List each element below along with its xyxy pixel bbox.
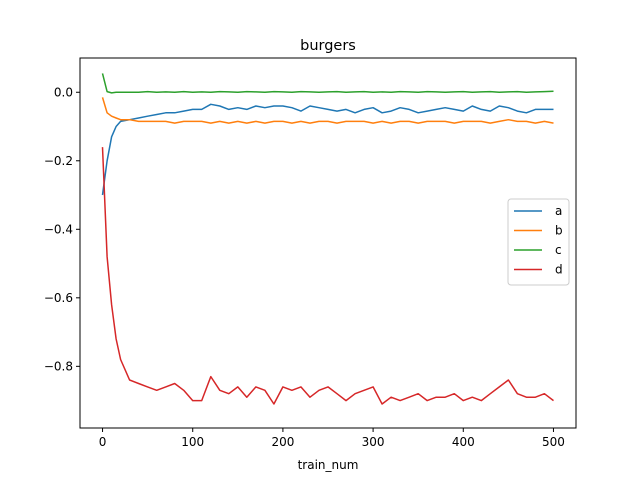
legend-label-b: b <box>555 224 563 238</box>
legend-label-c: c <box>555 243 562 257</box>
y-tick-label: −0.4 <box>44 222 73 236</box>
x-tick-label: 400 <box>452 435 475 449</box>
x-tick-label: 100 <box>181 435 204 449</box>
x-axis: 0 100 200 300 400 500 <box>99 428 565 449</box>
legend-label-d: d <box>555 263 563 277</box>
y-tick-label: −0.8 <box>44 359 73 373</box>
y-tick-label: 0.0 <box>54 85 73 99</box>
y-tick-label: −0.2 <box>44 154 73 168</box>
series-line-d <box>101 147 554 405</box>
x-axis-label: train_num <box>298 458 359 472</box>
x-tick-label: 500 <box>542 435 565 449</box>
series-layer <box>101 73 554 405</box>
series-line-a <box>101 103 554 196</box>
legend-box <box>507 198 570 286</box>
series-line-b <box>101 97 554 124</box>
x-tick-label: 200 <box>271 435 294 449</box>
chart-title: burgers <box>300 38 356 54</box>
y-axis: 0.0 −0.2 −0.4 −0.6 −0.8 <box>44 85 80 373</box>
y-tick-label: −0.6 <box>44 291 73 305</box>
series-line-c <box>101 73 554 94</box>
x-tick-label: 300 <box>362 435 385 449</box>
legend-label-a: a <box>555 204 562 218</box>
x-tick-label: 0 <box>99 435 107 449</box>
plot-frame <box>79 57 577 429</box>
